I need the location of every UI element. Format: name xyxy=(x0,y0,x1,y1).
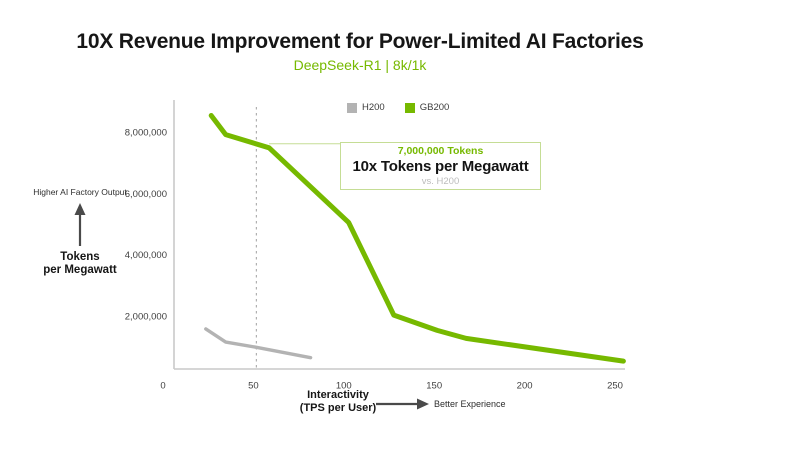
x-tick-label: 0 xyxy=(160,380,165,391)
page-subtitle: DeepSeek-R1 | 8k/1k xyxy=(293,57,427,73)
legend-label-gb200: GB200 xyxy=(419,102,450,113)
y-tick-label: 6,000,000 xyxy=(125,189,167,200)
gb200-swatch-icon xyxy=(404,102,415,113)
x-axis-title-line1: Interactivity xyxy=(307,389,369,401)
callout-headline: 10x Tokens per Megawatt xyxy=(352,158,529,175)
x-tick-label: 50 xyxy=(248,380,259,391)
h200-swatch-icon xyxy=(347,102,357,113)
up-arrow-icon xyxy=(74,203,86,246)
legend-label-h200: H200 xyxy=(362,102,385,113)
callout-box: 7,000,000 Tokens 10x Tokens per Megawatt… xyxy=(340,142,541,190)
x-axis-title: Interactivity (TPS per User) xyxy=(278,389,398,415)
callout-tokens-value: 7,000,000 Tokens xyxy=(397,145,484,157)
y-tick-label: 4,000,000 xyxy=(125,250,167,261)
x-tick-label: 100 xyxy=(336,380,352,391)
y-axis-title-line2: per Megawatt xyxy=(43,264,117,276)
legend-item-gb200: GB200 xyxy=(404,102,450,113)
y-axis-title-line1: Tokens xyxy=(60,251,100,263)
y-axis-title: Tokens per Megawatt xyxy=(18,251,142,277)
gb200-line xyxy=(208,113,626,364)
y-axis-caption: Higher AI Factory Output xyxy=(33,187,127,197)
legend-item-h200: H200 xyxy=(347,102,385,113)
right-arrow-icon xyxy=(376,398,429,410)
chart-header: 10X Revenue Improvement for Power-Limite… xyxy=(0,30,720,73)
page-title: 10X Revenue Improvement for Power-Limite… xyxy=(76,30,644,53)
x-axis-caption: Better Experience xyxy=(434,399,506,409)
y-tick-label: 8,000,000 xyxy=(125,127,167,138)
callout-comparison: vs. H200 xyxy=(421,176,460,187)
x-axis-title-line2: (TPS per User) xyxy=(299,402,377,414)
x-tick-label: 150 xyxy=(426,380,442,391)
x-tick-label: 200 xyxy=(517,380,533,391)
chart-legend: H200 GB200 xyxy=(347,102,449,113)
y-tick-label: 2,000,000 xyxy=(125,312,167,323)
x-tick-label: 250 xyxy=(607,380,623,391)
h200-line xyxy=(204,327,313,360)
